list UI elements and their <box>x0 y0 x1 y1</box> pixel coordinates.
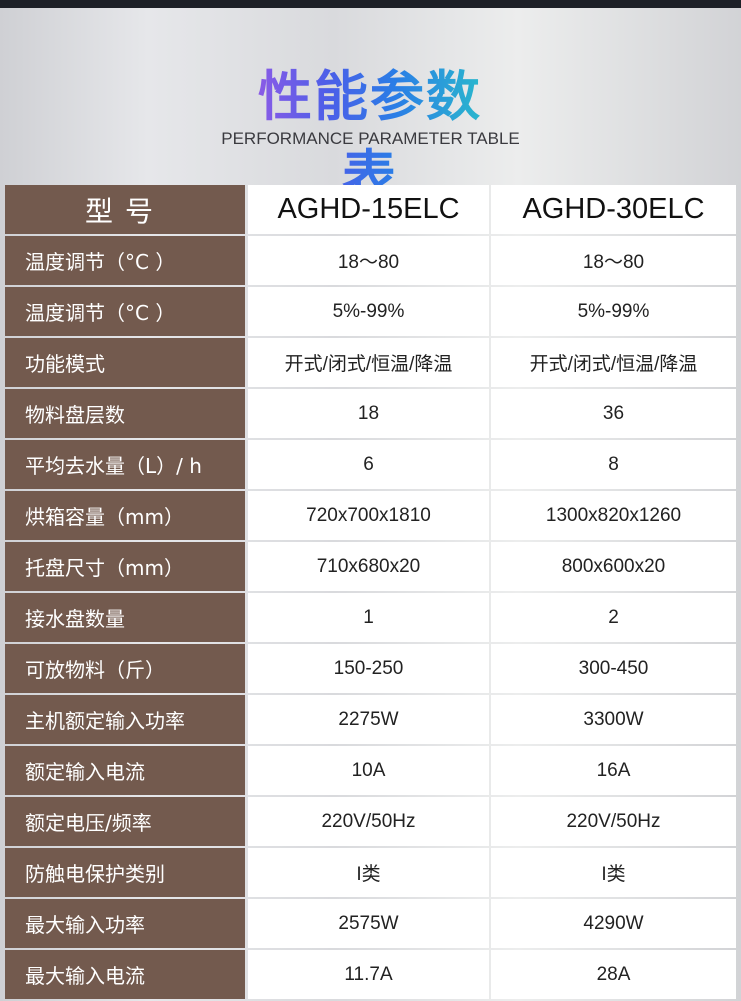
top-bar <box>0 0 741 8</box>
table-row: 可放物料（斤） 150-250 300-450 <box>5 644 736 693</box>
row-value-model-2: 5%-99% <box>491 287 736 336</box>
row-value-model-1: 5%-99% <box>248 287 489 336</box>
table-row: 功能模式 开式/闭式/恒温/降温 开式/闭式/恒温/降温 <box>5 338 736 387</box>
row-value-model-1: 18 <box>248 389 489 438</box>
row-value-model-1: 1 <box>248 593 489 642</box>
table-row: 托盘尺寸（mm） 710x680x20 800x600x20 <box>5 542 736 591</box>
row-value-model-2: 800x600x20 <box>491 542 736 591</box>
row-value-model-2: 18～80 <box>491 236 736 285</box>
row-label: 温度调节（°C ） <box>5 287 245 336</box>
row-value-model-2: 2 <box>491 593 736 642</box>
row-value-model-1: 220V/50Hz <box>248 797 489 846</box>
row-label: 平均去水量（L）/ h <box>5 440 245 489</box>
row-label: 托盘尺寸（mm） <box>5 542 245 591</box>
row-value-model-1: 2275W <box>248 695 489 744</box>
row-label: 可放物料（斤） <box>5 644 245 693</box>
row-value-model-1: 11.7A <box>248 950 489 999</box>
table-row: 最大输入电流 11.7A 28A <box>5 950 736 999</box>
row-label: 温度调节（°C ） <box>5 236 245 285</box>
table-row: 物料盘层数 18 36 <box>5 389 736 438</box>
table-row: 平均去水量（L）/ h 6 8 <box>5 440 736 489</box>
row-value-model-2: I类 <box>491 848 736 897</box>
header-model-2: AGHD-30ELC <box>491 185 736 234</box>
row-value-model-2: 8 <box>491 440 736 489</box>
row-value-model-2: 28A <box>491 950 736 999</box>
row-value-model-2: 16A <box>491 746 736 795</box>
table-row: 额定电压/频率 220V/50Hz 220V/50Hz <box>5 797 736 846</box>
row-value-model-1: 710x680x20 <box>248 542 489 591</box>
row-value-model-1: 开式/闭式/恒温/降温 <box>248 338 489 387</box>
page-subtitle: PERFORMANCE PARAMETER TABLE <box>221 129 520 148</box>
table-row: 温度调节（°C ） 5%-99% 5%-99% <box>5 287 736 336</box>
table-row: 接水盘数量 1 2 <box>5 593 736 642</box>
parameter-table: 型号 AGHD-15ELC AGHD-30ELC 温度调节（°C ） 18～80… <box>5 185 736 1001</box>
table-row: 防触电保护类别 I类 I类 <box>5 848 736 897</box>
row-value-model-2: 1300x820x1260 <box>491 491 736 540</box>
row-value-model-1: 6 <box>248 440 489 489</box>
row-label: 物料盘层数 <box>5 389 245 438</box>
row-value-model-2: 36 <box>491 389 736 438</box>
row-value-model-2: 4290W <box>491 899 736 948</box>
row-value-model-1: 150-250 <box>248 644 489 693</box>
table-row: 额定输入电流 10A 16A <box>5 746 736 795</box>
header-label: 型号 <box>5 185 245 234</box>
row-label: 功能模式 <box>5 338 245 387</box>
row-value-model-1: I类 <box>248 848 489 897</box>
table-row: 烘箱容量（mm） 720x700x1810 1300x820x1260 <box>5 491 736 540</box>
header-model-1: AGHD-15ELC <box>248 185 489 234</box>
row-label: 最大输入电流 <box>5 950 245 999</box>
table-row: 温度调节（°C ） 18～80 18～80 <box>5 236 736 285</box>
row-label: 接水盘数量 <box>5 593 245 642</box>
table-row: 主机额定输入功率 2275W 3300W <box>5 695 736 744</box>
table-row: 最大输入功率 2575W 4290W <box>5 899 736 948</box>
row-label: 防触电保护类别 <box>5 848 245 897</box>
row-label: 额定电压/频率 <box>5 797 245 846</box>
row-value-model-2: 3300W <box>491 695 736 744</box>
row-label: 最大输入功率 <box>5 899 245 948</box>
row-value-model-1: 2575W <box>248 899 489 948</box>
row-value-model-1: 18～80 <box>248 236 489 285</box>
table-header-row: 型号 AGHD-15ELC AGHD-30ELC <box>5 185 736 234</box>
row-value-model-1: 10A <box>248 746 489 795</box>
row-label: 额定输入电流 <box>5 746 245 795</box>
row-value-model-2: 300-450 <box>491 644 736 693</box>
row-value-model-2: 开式/闭式/恒温/降温 <box>491 338 736 387</box>
row-value-model-2: 220V/50Hz <box>491 797 736 846</box>
row-label: 主机额定输入功率 <box>5 695 245 744</box>
row-label: 烘箱容量（mm） <box>5 491 245 540</box>
row-value-model-1: 720x700x1810 <box>248 491 489 540</box>
page-title: 性能参数表 <box>240 52 500 210</box>
